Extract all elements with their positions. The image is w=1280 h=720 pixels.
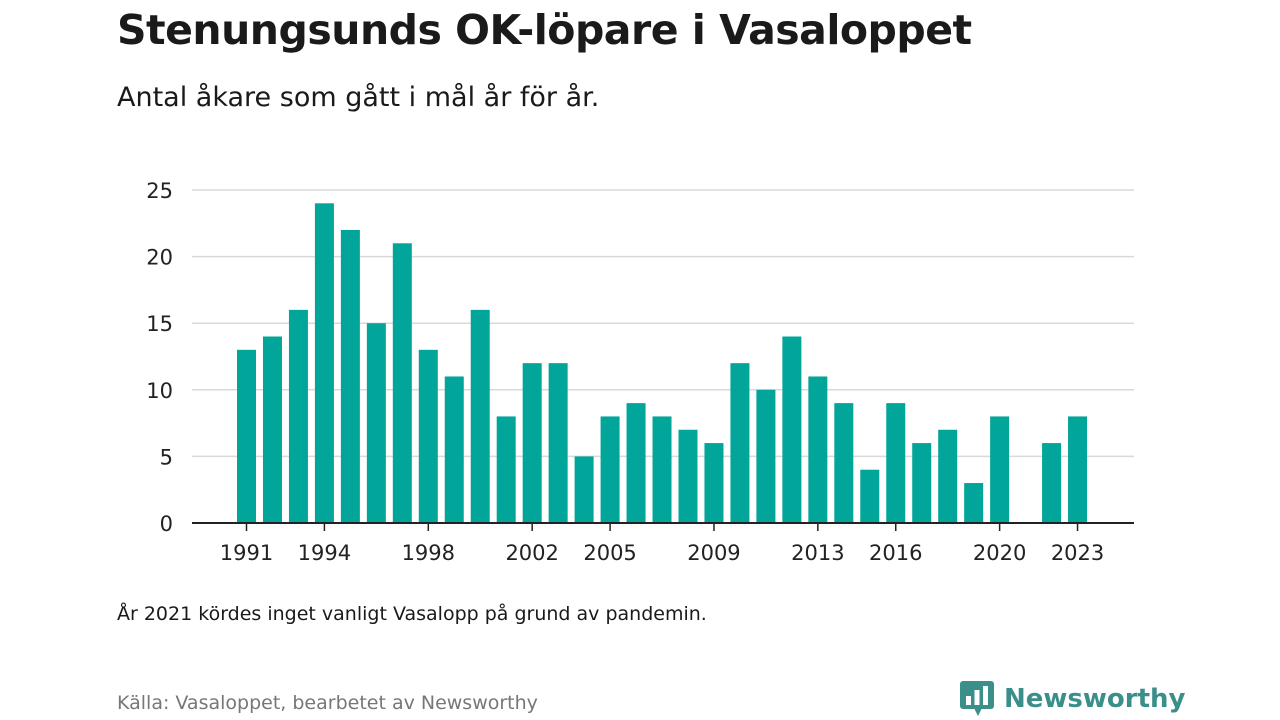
bar-2002	[522, 363, 542, 523]
source-credit: Källa: Vasaloppet, bearbetet av Newswort…	[117, 692, 538, 714]
chart-note: År 2021 kördes inget vanligt Vasalopp på…	[117, 603, 707, 625]
bars	[237, 203, 1088, 523]
x-tick-label: 1998	[402, 541, 455, 565]
bar-chart: 0 5 10 15 20 25 1991 1994 1998 2002 2005 2009 2013 2…	[146, 179, 1134, 565]
x-tick-label: 2009	[687, 541, 740, 565]
y-axis-ticks: 0 5 10 15 20 25	[146, 179, 173, 536]
bar-1994	[314, 203, 334, 523]
bar-2017	[912, 443, 932, 523]
y-tick-label: 15	[146, 312, 173, 336]
x-tick-label: 2002	[505, 541, 558, 565]
bar-2006	[626, 403, 646, 523]
bar-1996	[366, 323, 386, 523]
x-tick-label: 1994	[298, 541, 351, 565]
bar-2014	[834, 403, 854, 523]
bar-2015	[860, 469, 880, 523]
bar-2003	[548, 363, 568, 523]
x-tick-label: 2023	[1051, 541, 1104, 565]
bar-2022	[1042, 443, 1062, 523]
y-tick-label: 20	[146, 246, 173, 270]
bar-2020	[990, 416, 1010, 523]
bar-2004	[574, 456, 594, 523]
x-tick-label: 2013	[791, 541, 844, 565]
bar-2011	[756, 389, 776, 523]
bar-1998	[418, 349, 438, 523]
y-tick-label: 25	[146, 179, 173, 203]
y-tick-label: 0	[160, 512, 173, 536]
bar-1997	[392, 243, 412, 523]
bar-2009	[704, 443, 724, 523]
bar-2012	[782, 336, 802, 523]
y-tick-label: 5	[160, 445, 173, 469]
bar-1993	[288, 309, 308, 523]
bar-2007	[652, 416, 672, 523]
bar-2013	[808, 376, 828, 523]
bar-chart-bubble-icon	[960, 681, 994, 716]
chart-title: Stenungsunds OK-löpare i Vasaloppet	[117, 6, 972, 54]
chart-subtitle: Antal åkare som gått i mål år för år.	[117, 82, 600, 113]
brand-logo: Newsworthy	[960, 681, 1185, 717]
bar-2000	[470, 309, 490, 523]
brand-name: Newsworthy	[1004, 684, 1186, 714]
bar-2005	[600, 416, 620, 523]
bar-1995	[340, 229, 360, 523]
x-axis-ticks: 1991 1994 1998 2002 2005 2009 2013 2016 2020 2023	[220, 523, 1104, 565]
bar-2019	[964, 483, 984, 523]
bar-1992	[262, 336, 282, 523]
x-tick-label: 2005	[583, 541, 636, 565]
bar-2010	[730, 363, 750, 523]
bar-2023	[1068, 416, 1088, 523]
bar-2018	[938, 429, 958, 523]
x-tick-label: 2020	[973, 541, 1026, 565]
y-tick-label: 10	[146, 379, 173, 403]
x-tick-label: 2016	[869, 541, 922, 565]
bar-2016	[886, 403, 906, 523]
bar-1999	[444, 376, 464, 523]
bar-2001	[496, 416, 516, 523]
x-tick-label: 1991	[220, 541, 273, 565]
bar-2008	[678, 429, 698, 523]
bar-1991	[237, 349, 256, 523]
